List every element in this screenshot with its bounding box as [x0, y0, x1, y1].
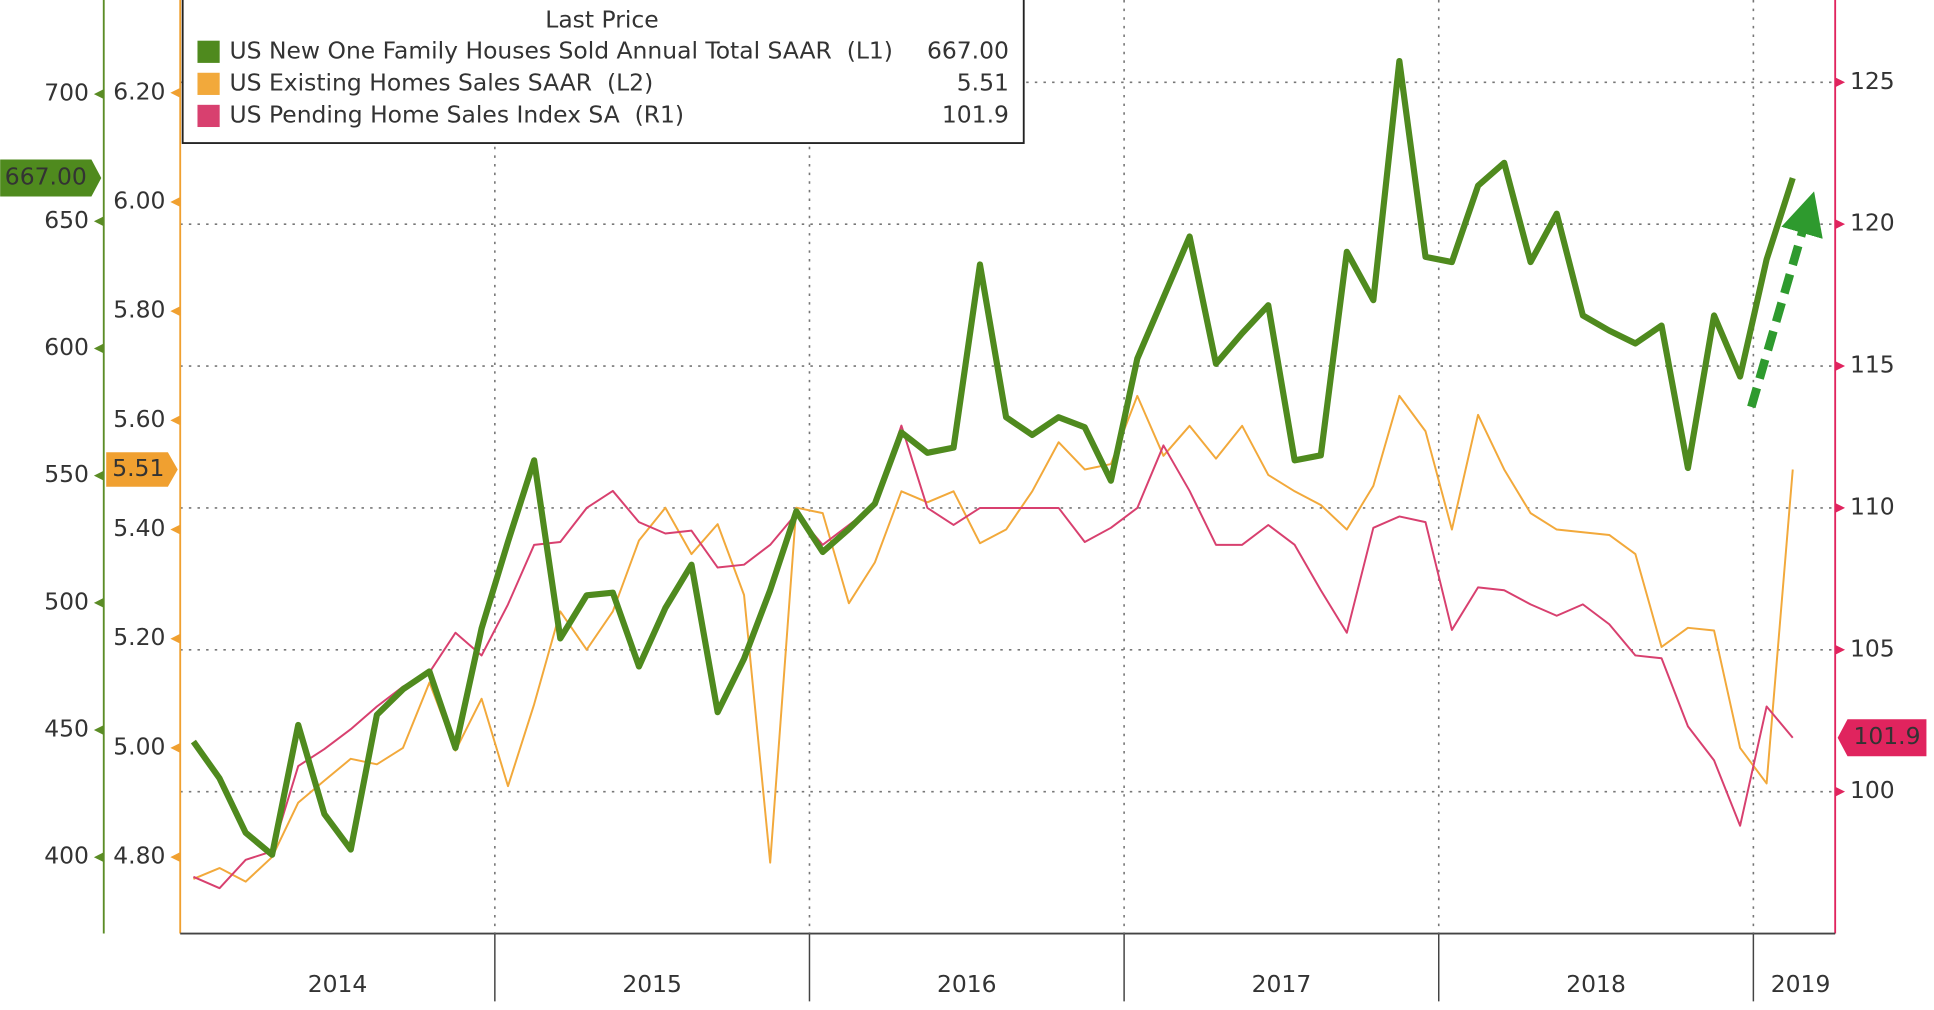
- legend-swatch: [197, 40, 220, 63]
- legend-value: 101.9: [942, 100, 1009, 128]
- y-tick-label: 650: [44, 206, 89, 234]
- y2-tick: [1835, 219, 1846, 230]
- y1bis-tick: [170, 87, 181, 98]
- last-value-badge: [0, 159, 102, 197]
- y2-tick-label: 115: [1850, 351, 1895, 379]
- last-value-label: 5.51: [112, 454, 164, 482]
- y-tick-label: 400: [44, 842, 89, 870]
- y1bis-tick-label: 6.00: [113, 186, 165, 214]
- y2-tick: [1835, 361, 1846, 371]
- last-value-badge: [1837, 719, 1927, 757]
- x-tick-label: 2015: [622, 970, 682, 998]
- y1bis-tick-label: 5.80: [113, 296, 165, 324]
- last-value-badge: [106, 452, 178, 487]
- x-tick-label: 2014: [308, 970, 368, 998]
- plot: [190, 57, 1796, 890]
- y2-tick: [1835, 644, 1846, 655]
- y-tick: [93, 852, 104, 863]
- series-line: [193, 424, 1794, 890]
- legend-swatch: [197, 104, 220, 128]
- y1bis-tick-label: 5.60: [113, 405, 165, 433]
- y1bis-tick: [170, 197, 181, 207]
- y-tick: [93, 89, 104, 100]
- y1bis-tick: [170, 633, 181, 644]
- y1bis-tick: [170, 306, 181, 317]
- y2-tick-label: 125: [1850, 67, 1895, 95]
- y1bis-tick-label: 5.00: [113, 732, 165, 760]
- legend: Last Price US New One Family Houses Sold…: [181, 0, 1025, 144]
- y1bis-tick: [170, 852, 181, 863]
- legend-box: [181, 0, 1025, 144]
- y-tick-label: 450: [44, 715, 89, 743]
- last-value-label: 101.9: [1853, 722, 1920, 750]
- legend-value: 667.00: [927, 36, 1009, 64]
- y-tick: [93, 470, 104, 481]
- y1bis-tick-label: 6.20: [113, 77, 165, 105]
- legend-swatch: [197, 72, 220, 95]
- x-tick-label: 2019: [1771, 970, 1831, 998]
- y-tick-label: 700: [44, 79, 89, 107]
- series-line: [193, 394, 1794, 883]
- series-line: [190, 57, 1796, 858]
- y1bis-tick-label: 4.80: [113, 842, 165, 870]
- y2-tick-label: 105: [1850, 634, 1895, 662]
- y-tick: [93, 343, 104, 354]
- y-tick-label: 550: [44, 460, 89, 488]
- y2-tick-label: 110: [1850, 492, 1895, 520]
- y1bis-tick-label: 5.40: [113, 514, 165, 542]
- legend-label: US Pending Home Sales Index SA (R1): [230, 100, 685, 128]
- legend-title: Last Price: [545, 5, 658, 33]
- x-tick-label: 2017: [1252, 970, 1312, 998]
- y1bis-tick: [170, 415, 181, 426]
- x-tick-label: 2018: [1566, 970, 1626, 998]
- y-tick: [93, 216, 104, 227]
- y-tick-label: 600: [44, 333, 89, 361]
- grid: 100 105 110 115 120 125 400 450 500 550 600 650 700 4…: [44, 0, 1895, 1002]
- y-tick: [93, 725, 104, 735]
- y1bis-tick: [170, 742, 181, 753]
- last-value-label: 667.00: [5, 163, 87, 191]
- x-tick-label: 2016: [937, 970, 997, 998]
- y2-tick: [1835, 786, 1846, 797]
- y1bis-tick: [170, 524, 181, 535]
- trend-arrow: [1747, 191, 1823, 409]
- y-tick: [93, 597, 104, 608]
- legend-label: US Existing Homes Sales SAAR (L2): [230, 68, 654, 96]
- y2-tick-label: 100: [1850, 776, 1895, 804]
- y2-tick: [1835, 77, 1846, 88]
- legend-label: US New One Family Houses Sold Annual Tot…: [230, 36, 893, 64]
- y1bis-tick-label: 5.20: [113, 623, 165, 651]
- y2-tick-label: 120: [1850, 209, 1895, 237]
- y2-tick: [1835, 502, 1846, 513]
- legend-value: 5.51: [957, 68, 1009, 96]
- y-tick-label: 500: [44, 587, 89, 615]
